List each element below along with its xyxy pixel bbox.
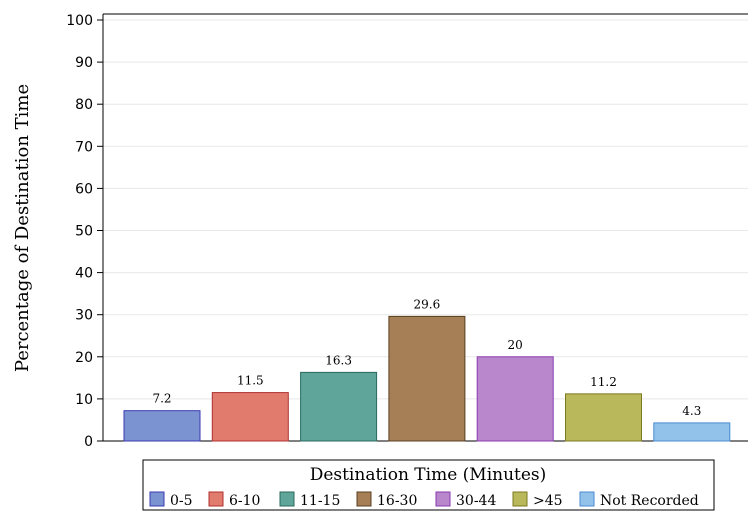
y-tick-label: 20 xyxy=(75,350,93,366)
data-labels: 7.2 11.5 16.3 29.6 20 11.2 4.3 xyxy=(152,297,701,418)
data-label: 11.5 xyxy=(237,374,264,388)
y-tick-label: 60 xyxy=(75,181,93,197)
legend-entry: 11-15 xyxy=(300,493,340,509)
bar xyxy=(476,356,554,442)
bar xyxy=(123,410,201,442)
y-tick-label: 80 xyxy=(75,97,93,113)
bar xyxy=(300,371,378,442)
legend-entry: 6-10 xyxy=(229,493,260,509)
data-label: 29.6 xyxy=(414,297,441,311)
y-tick-label: 10 xyxy=(75,392,93,408)
bar xyxy=(211,392,289,442)
y-tick-label: 40 xyxy=(75,266,93,282)
legend-entry: 16-30 xyxy=(377,493,417,509)
data-label: 20 xyxy=(508,338,523,352)
bar xyxy=(565,393,642,442)
y-tick-label: 70 xyxy=(75,139,93,155)
legend-entry: 30-44 xyxy=(456,493,496,509)
legend-swatch xyxy=(208,491,224,507)
data-label: 7.2 xyxy=(152,392,171,406)
y-axis-label: Percentage of Destination Time xyxy=(12,84,33,372)
legend-frame xyxy=(142,459,715,511)
data-label: 4.3 xyxy=(682,404,701,418)
y-tick-label: 100 xyxy=(66,13,93,29)
legend-swatch xyxy=(512,491,528,507)
bars xyxy=(123,315,731,442)
legend-swatch xyxy=(579,491,595,507)
legend-swatch xyxy=(435,491,451,507)
legend: Destination Time (Minutes) 0-5 6-10 11-15 1… xyxy=(142,459,715,511)
y-tick-label: 90 xyxy=(75,55,93,71)
legend-items: 0-5 6-10 11-15 16-30 30-44 >45 Not Recorded xyxy=(149,491,699,509)
y-tick-label: 50 xyxy=(75,224,93,240)
legend-title: Destination Time (Minutes) xyxy=(310,465,547,485)
legend-entry: Not Recorded xyxy=(600,493,699,509)
legend-entry: >45 xyxy=(533,493,563,509)
data-label: 16.3 xyxy=(325,353,352,367)
y-tick-label: 30 xyxy=(75,308,93,324)
legend-swatch xyxy=(149,491,165,507)
legend-swatch xyxy=(356,491,372,507)
bar xyxy=(388,315,466,442)
data-label: 11.2 xyxy=(590,375,617,389)
bar xyxy=(653,422,731,442)
gridlines xyxy=(103,19,748,400)
y-tick-label: 0 xyxy=(84,434,93,450)
legend-entry: 0-5 xyxy=(170,493,193,509)
legend-swatch xyxy=(279,491,295,507)
